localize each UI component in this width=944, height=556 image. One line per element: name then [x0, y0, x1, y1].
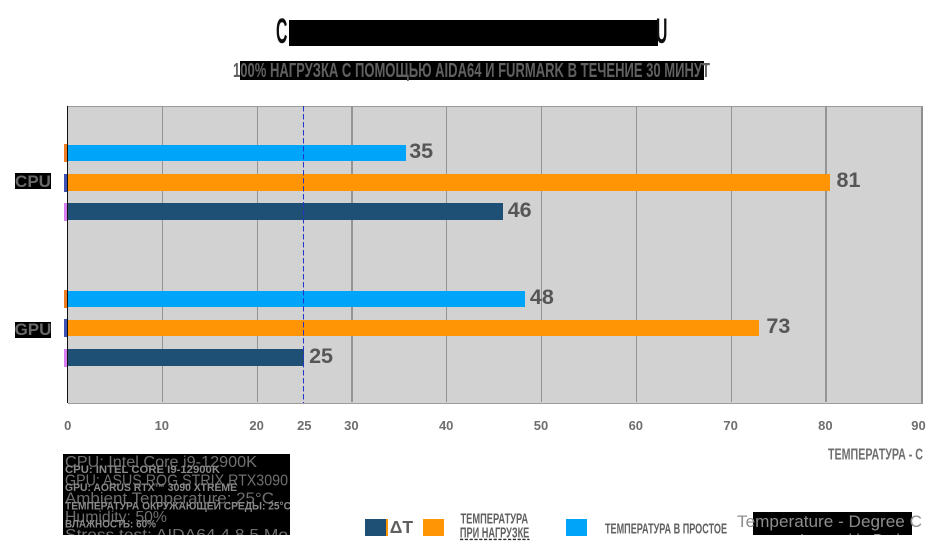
svg-text:CPU: INTEL CORE I9-12900K: CPU: INTEL CORE I9-12900K [65, 463, 220, 475]
svg-text:ТЕМПЕРАТУРА: ТЕМПЕРАТУРА [461, 511, 529, 528]
svg-text:Ambient Temperature: 25°C: Ambient Temperature: 25°C [65, 490, 274, 507]
svg-text:GPU: AORUS RTX™ 3090 XTREME: GPU: AORUS RTX™ 3090 XTREME [65, 482, 237, 494]
svg-text:ВЛАЖНОСТЬ: 60%: ВЛАЖНОСТЬ: 60% [65, 518, 156, 530]
svg-text:ПРИ НАГРУЗКЕ: ПРИ НАГРУЗКЕ [460, 525, 529, 542]
svg-text:Temperature - Degree C: Temperature - Degree C [737, 512, 922, 531]
svg-text:GPU: ASUS ROG STRIX RTX3090: GPU: ASUS ROG STRIX RTX3090 [65, 472, 288, 489]
svg-text:Stress test: AIDA64 4.8.5 Mo: Stress test: AIDA64 4.8.5 Mo [65, 527, 288, 536]
svg-text:ТЕМПЕРАТУРА - С: ТЕМПЕРАТУРА - С [828, 447, 923, 464]
svg-text:Legend in Both: Legend in Both [800, 532, 905, 536]
svg-text:Humidity: 50%: Humidity: 50% [65, 508, 167, 525]
svg-text:ТЕМПЕРАТУРА В ПРОСТОЕ: ТЕМПЕРАТУРА В ПРОСТОЕ [605, 520, 727, 537]
svg-text:100% НАГРУЗКА С ПОМОЩЬЮ AIDA64: 100% НАГРУЗКА С ПОМОЩЬЮ AIDA64 И FURMARK… [233, 60, 710, 82]
svg-text:ТЕМПЕРАТУРА ОКРУЖАЮЩЕЙ СРЕДЫ:: ТЕМПЕРАТУРА ОКРУЖАЮЩЕЙ СРЕДЫ: 25°C [65, 499, 290, 512]
svg-text:CPU: Intel Core i9-12900K: CPU: Intel Core i9-12900K [65, 454, 258, 471]
